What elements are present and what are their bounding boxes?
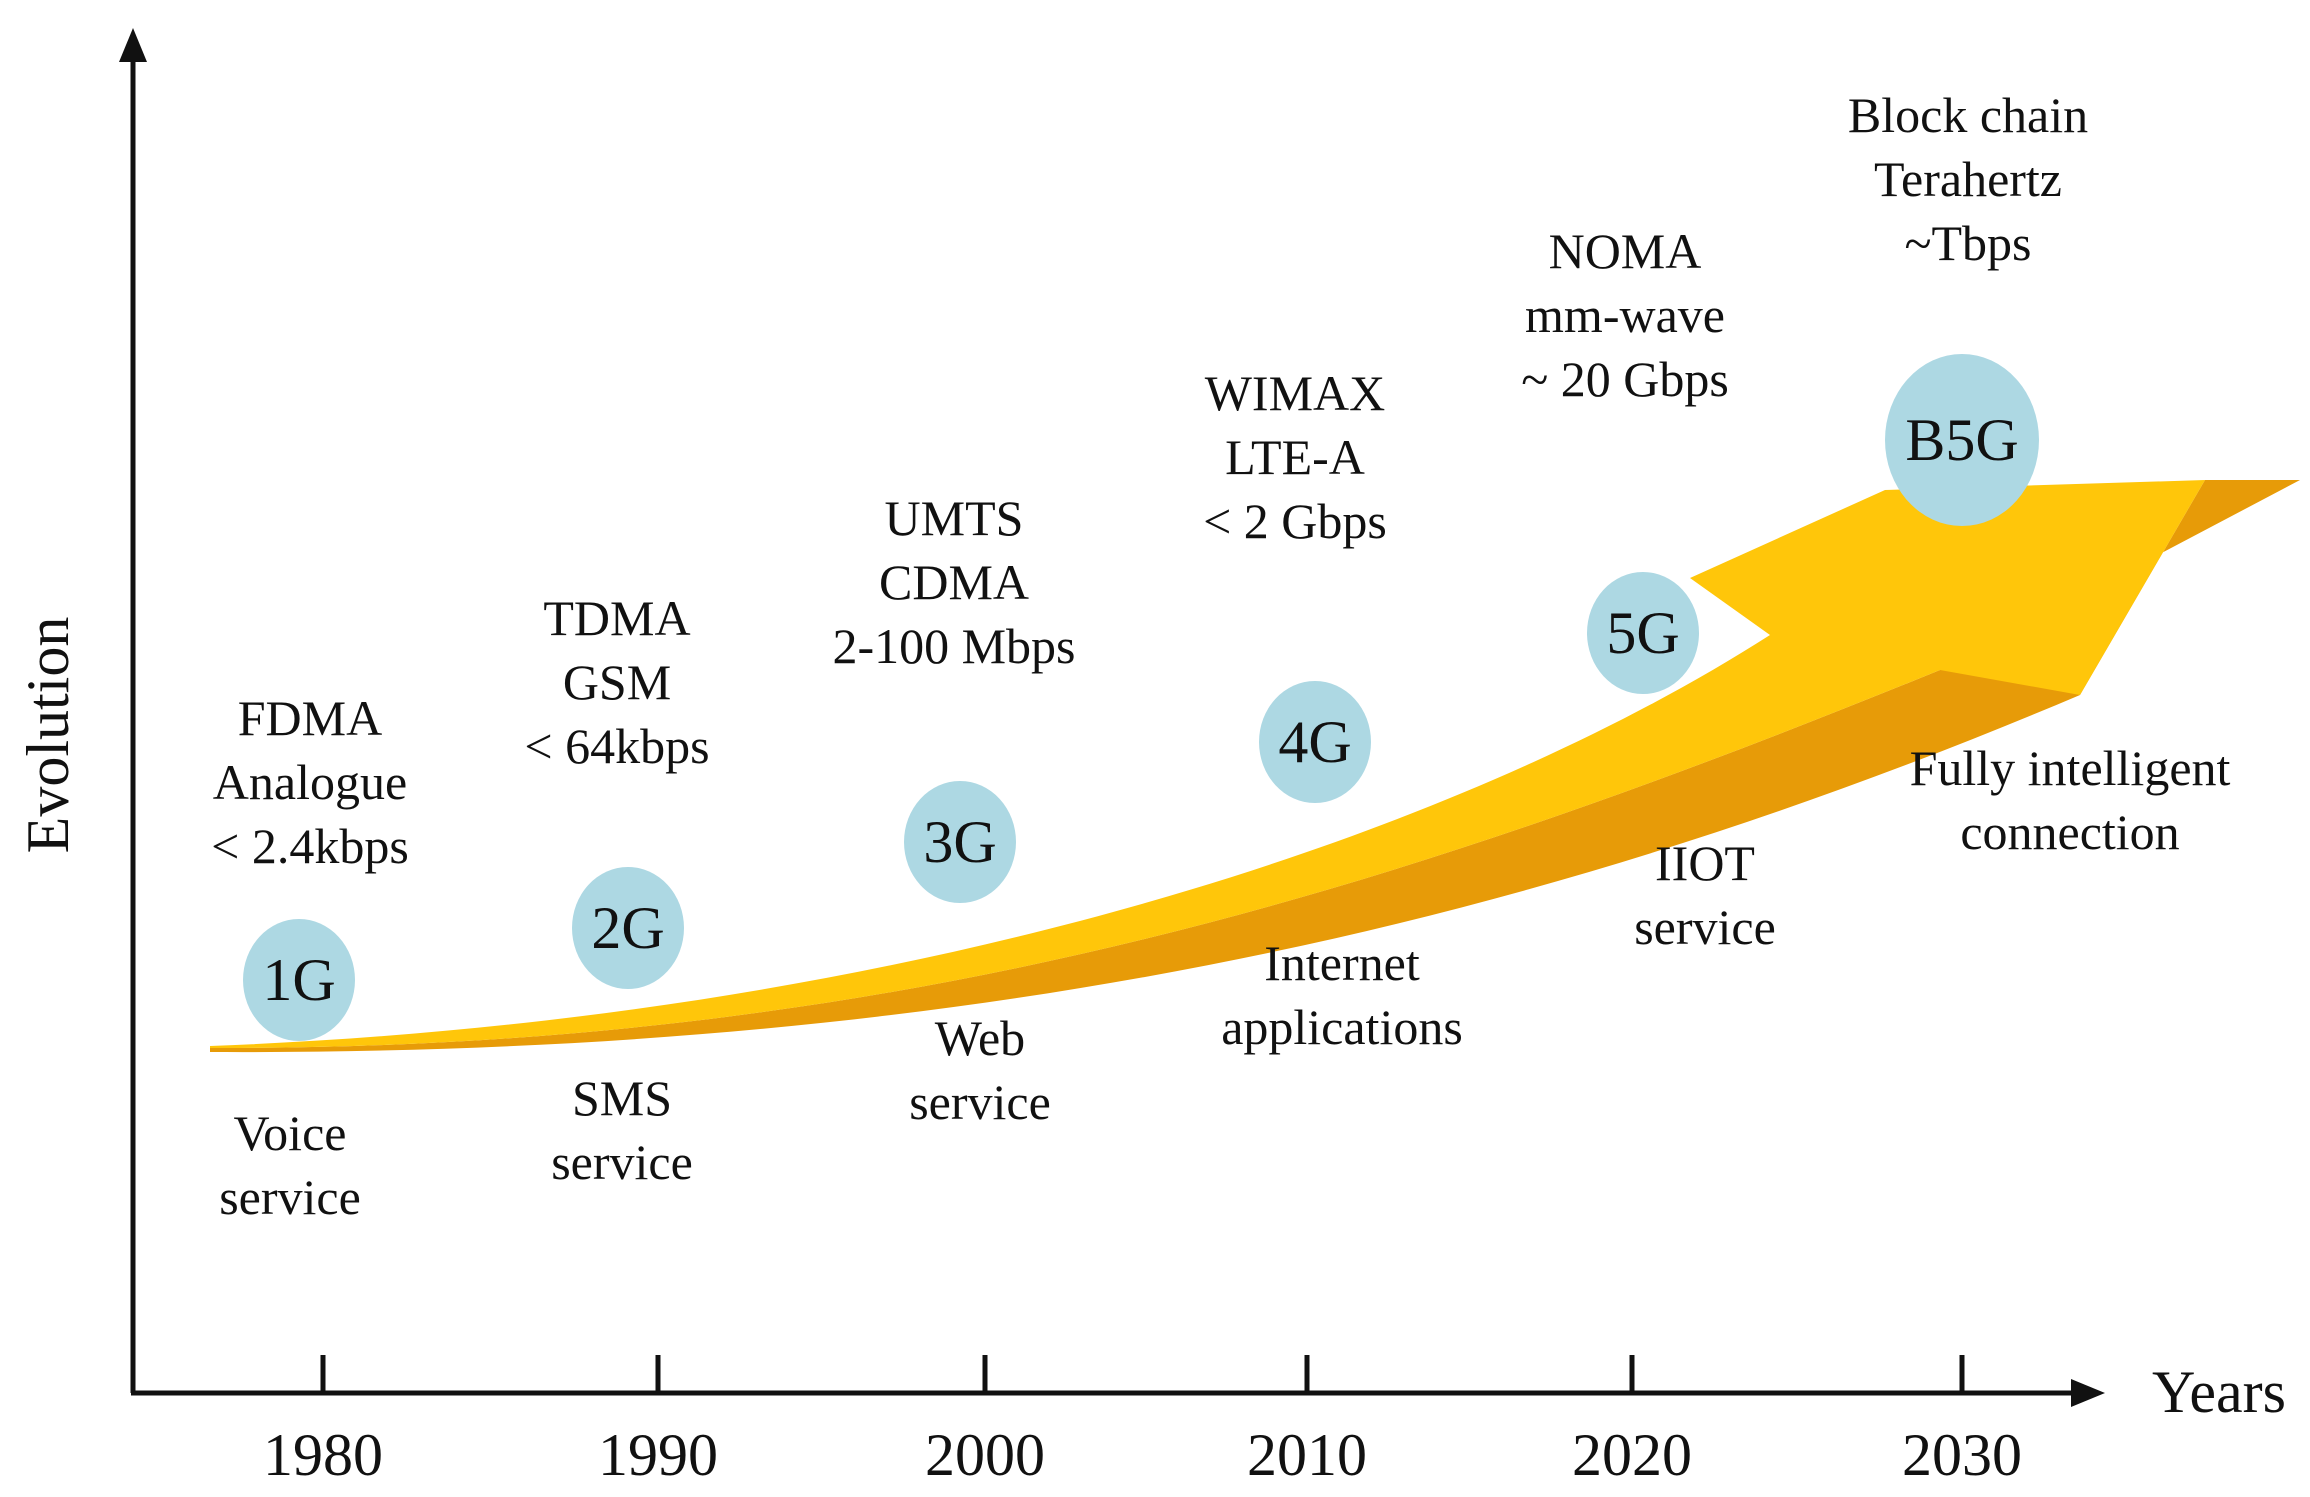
badge-label: 2G [591,895,664,961]
tech-line: WIMAX [1205,365,1386,421]
generations: 1G FDMA Analogue < 2.4kbps Voice service 2G TDM… [211,87,2230,1225]
y-axis-arrowhead [119,28,147,62]
tech-line: Analogue [213,754,407,810]
service-line: service [551,1134,693,1190]
tech-line: UMTS [885,490,1024,546]
tech-line: NOMA [1549,223,1702,279]
badge-label: 5G [1606,600,1679,666]
tech-line: < 2 Gbps [1203,493,1387,549]
tick-label-2000: 2000 [925,1422,1045,1488]
tech-line: CDMA [879,554,1029,610]
generation-1g: 1G FDMA Analogue < 2.4kbps Voice service [211,690,409,1225]
tech-line: TDMA [543,590,690,646]
service-line: Fully intelligent [1910,740,2231,796]
tech-line: Terahertz [1874,151,2062,207]
service-line: IIOT [1655,835,1755,891]
tech-line: < 64kbps [524,718,709,774]
tech-line: FDMA [238,690,382,746]
generation-4g: 4G WIMAX LTE-A < 2 Gbps Internet applications [1203,365,1463,1055]
arrow-body [210,480,2205,1049]
service-line: applications [1221,999,1463,1055]
growth-arrow [210,480,2300,1053]
service-line: service [1634,899,1776,955]
service-line: SMS [572,1070,672,1126]
badge-circle [243,919,355,1041]
tech-line: mm-wave [1525,287,1725,343]
badge-circle [572,867,684,989]
badge-circle [1885,354,2039,526]
badge-label: B5G [1905,407,2018,473]
generation-b5g: B5G Block chain Terahertz ~Tbps Fully intell… [1848,87,2231,860]
tick-label-2030: 2030 [1902,1422,2022,1488]
x-axis-arrowhead [2071,1379,2105,1407]
tech-line: LTE-A [1225,429,1365,485]
generation-2g: 2G TDMA GSM < 64kbps SMS service [524,590,709,1190]
x-axis-title: Years [2152,1359,2286,1425]
tick-label-2010: 2010 [1247,1422,1367,1488]
generation-3g: 3G UMTS CDMA 2-100 Mbps Web service [832,490,1075,1130]
badge-label: 4G [1278,709,1351,775]
tech-line: ~Tbps [1904,215,2031,271]
y-axis-title: Evolution [15,617,81,854]
axes: 1980 1990 2000 2010 2020 2030 Evolution Years [15,28,2286,1488]
tech-line: < 2.4kbps [211,818,409,874]
generation-5g: 5G NOMA mm-wave ~ 20 Gbps IIOT service [1521,223,1776,955]
tick-label-2020: 2020 [1572,1422,1692,1488]
badge-circle [1259,681,1371,803]
service-line: service [219,1169,361,1225]
x-axis-ticks: 1980 1990 2000 2010 2020 2030 [263,1355,2022,1488]
badge-circle [1587,572,1699,694]
tech-line: Block chain [1848,87,2088,143]
service-line: Voice [234,1105,347,1161]
tech-line: ~ 20 Gbps [1521,351,1729,407]
service-line: Internet [1264,935,1420,991]
badge-circle [904,781,1016,903]
tech-line: GSM [563,654,671,710]
badge-label: 3G [923,809,996,875]
arrow-shadow [210,480,2300,1053]
tick-label-1990: 1990 [598,1422,718,1488]
tick-label-1980: 1980 [263,1422,383,1488]
service-line: connection [1960,804,2179,860]
tech-line: 2-100 Mbps [832,618,1075,674]
service-line: Web [935,1010,1025,1066]
service-line: service [909,1074,1051,1130]
badge-label: 1G [262,947,335,1013]
